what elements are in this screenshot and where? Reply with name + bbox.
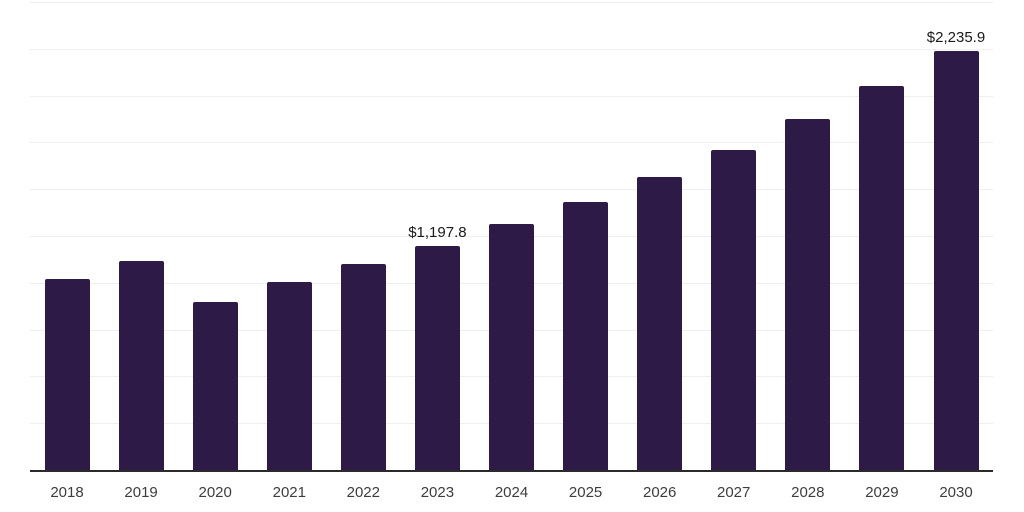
bar-2026 (637, 177, 683, 470)
bar-2024 (489, 224, 534, 470)
bar-2027 (711, 149, 757, 470)
gridline-2250 (30, 48, 993, 50)
bar-2022 (340, 263, 386, 470)
x-axis-line (30, 470, 993, 472)
bar-2020 (192, 301, 238, 470)
bar-2021 (266, 282, 312, 470)
x-tick-label-2022: 2022 (346, 484, 380, 501)
x-tick-label-2026: 2026 (643, 484, 677, 501)
x-tick-label-2021: 2021 (272, 484, 306, 501)
data-label-2030: $2,235.9 (926, 29, 986, 47)
bar-2028 (785, 119, 831, 470)
x-tick-label-2018: 2018 (50, 484, 84, 501)
gridline-1500 (30, 189, 993, 191)
gridline-1750 (30, 142, 993, 144)
x-tick-label-2023: 2023 (420, 484, 455, 501)
x-tick-label-2028: 2028 (791, 484, 825, 501)
bar-2019 (118, 260, 164, 470)
bar-2023 (414, 245, 460, 470)
x-tick-label-2029: 2029 (865, 484, 899, 501)
x-tick-label-2027: 2027 (717, 484, 751, 501)
data-label-2023: $1,197.8 (408, 223, 467, 241)
bar-2018 (44, 279, 90, 470)
x-tick-label-2030: 2030 (939, 484, 973, 501)
bar-2025 (563, 201, 609, 470)
x-tick-label-2025: 2025 (568, 484, 603, 501)
gridline-2500 (30, 2, 993, 3)
gridline-2000 (30, 95, 993, 97)
x-tick-label-2020: 2020 (198, 484, 232, 501)
x-tick-label-2019: 2019 (124, 484, 158, 501)
x-tick-label-2024: 2024 (494, 484, 529, 501)
bar-2029 (859, 85, 905, 470)
bar-2030 (933, 51, 979, 470)
